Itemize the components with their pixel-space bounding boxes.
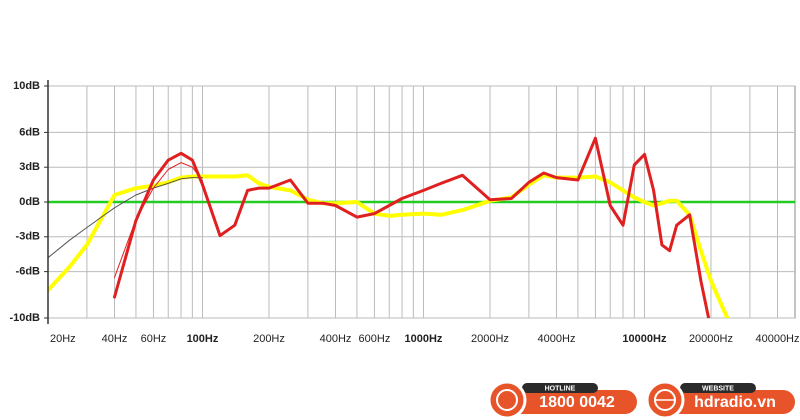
hotline-label: HOTLINE — [545, 385, 576, 392]
y-tick-label: -6dB — [16, 266, 41, 278]
website-badge: WEBSITE hdradio.vn — [645, 380, 795, 420]
y-tick-label: -10dB — [9, 312, 40, 324]
x-tick-label: 2000Hz — [471, 333, 509, 345]
y-tick-label: 6dB — [19, 126, 40, 138]
response-curve — [113, 136, 711, 318]
x-tick-label: 1000Hz — [404, 333, 442, 345]
y-tick-label: -3dB — [16, 231, 41, 243]
response-curve — [114, 162, 203, 278]
x-tick-label: 40Hz — [102, 333, 128, 345]
website-url: hdradio.vn — [694, 394, 776, 411]
x-tick-label: 200Hz — [253, 333, 285, 345]
x-tick-label: 40000Hz — [755, 333, 799, 345]
response-curve — [48, 173, 730, 318]
hotline-number: 1800 0042 — [539, 394, 615, 411]
x-tick-label: 20000Hz — [689, 333, 733, 345]
x-tick-label: 60Hz — [141, 333, 167, 345]
x-tick-label: 400Hz — [320, 333, 352, 345]
x-tick-label: 20Hz — [50, 333, 76, 345]
response-curve — [48, 177, 203, 259]
x-tick-label: 100Hz — [187, 333, 219, 345]
x-tick-label: 600Hz — [359, 333, 391, 345]
x-tick-label: 10000Hz — [622, 333, 667, 345]
website-label: WEBSITE — [702, 385, 734, 392]
x-tick-label: 4000Hz — [538, 333, 576, 345]
hotline-badge: HOTLINE 1800 0042 — [487, 380, 637, 420]
y-tick-label: 10dB — [13, 80, 40, 92]
y-tick-label: 0dB — [19, 196, 40, 208]
y-tick-label: 3dB — [19, 161, 40, 173]
